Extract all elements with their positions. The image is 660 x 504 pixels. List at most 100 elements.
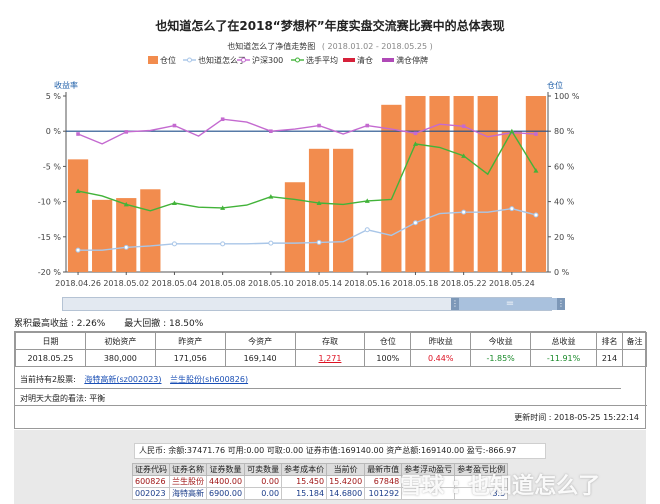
range-slider-selection[interactable] [455,298,561,310]
cell-yesterday: 171,056 [154,349,226,367]
index-point [269,129,273,133]
cell-initial: 380,000 [84,349,156,367]
cell-y-return: 0.44% [410,349,472,367]
cell-pnl-ratio: -3.3 [454,487,509,500]
stock-link-002023[interactable]: 海特高新(sz002023) [84,375,162,384]
avg-point [171,200,177,206]
legend-swatch [382,58,394,62]
cell-qty: 6900.00 [205,487,246,500]
avg-point [364,198,370,203]
chart-subtitle-range: ( 2018.01.02 - 2018.05.25 ) [322,42,433,51]
cell-today: 169,140 [224,349,296,367]
avg-point [316,200,322,206]
col-deposit: 存取 [294,332,366,350]
user-point [533,212,539,218]
holdings-header-row: 证券代码 证券名称 证券数量 可卖数量 参考成本价 当前价 最新市值 参考浮动盈… [132,463,509,476]
avg-point [509,128,515,134]
user-point [123,244,129,250]
x-tick-label: 2018.04.26 [55,279,101,288]
cell-deposit: 1,271 [294,349,366,367]
range-slider[interactable]: ⋮ = ⋮ [62,297,565,311]
user-point [509,206,515,212]
range-slider-right-handle[interactable]: ⋮ [557,298,565,310]
right-tick-label: 40 % [554,198,575,207]
range-slider-left-handle[interactable]: ⋮ [451,298,459,310]
avg-point [75,188,81,194]
col-today: 今资产 [224,332,296,350]
avg-point [461,153,467,158]
avg-point [268,194,274,199]
legend-swatch-marker [187,57,192,63]
cell-position: 100% [364,349,412,367]
cell-value: 67848 [364,475,403,488]
chart-area: 也知道怎么了在2018“梦想杯”年度实盘交流赛比赛中的总体表现 也知道怎么了净值… [38,18,580,288]
stock-link-600826[interactable]: 兰生股份(sh600826) [170,375,249,384]
left-tick-label: 0 % [46,127,62,136]
holdings-label: 当前持有2股票: [20,375,76,384]
left-tick-label: -5 % [43,162,62,171]
current-holdings: 当前持有2股票: 海特高新(sz002023) 兰生股份(sh600826) [20,374,248,385]
legend-label: 沪深300 [252,55,283,65]
col-rank: 排名 [595,332,623,350]
position-bar [92,199,113,272]
cell-name: 兰生股份 [169,475,207,488]
index-point [461,124,466,129]
user-point [461,209,467,215]
h-code: 证券代码 [132,463,170,476]
legend-swatch-marker [241,57,246,63]
cell-cost: 15.184 [281,487,328,500]
cell-name: 海特高新 [169,487,207,500]
drawdown-stats: 累积最高收益 : 2.26% 最大回撤 : 18.50% [14,316,219,329]
cell-code: 600826 [132,475,170,488]
cell-qty: 4400.00 [205,475,246,488]
table-row[interactable]: 002023 海特高新 6900.00 0.00 15.184 14.6800 … [132,487,509,500]
divider [15,405,647,406]
position-bar [405,96,426,272]
avg-point [220,205,226,210]
x-tick-label: 2018.05.14 [296,279,342,288]
col-note: 备注 [621,332,648,350]
index-point [172,123,177,128]
position-bar [453,96,474,272]
cell-code: 002023 [132,487,170,500]
summary-panel: 日期 初始资产 昨资产 今资产 存取 仓位 昨收益 今收益 总收益 排名 备注 … [14,331,648,429]
x-tick-label: 2018.05.24 [489,279,535,288]
col-initial: 初始资产 [84,332,156,350]
position-bar [477,96,498,272]
deposit-link[interactable]: 1,271 [318,353,342,363]
user-point [412,220,418,226]
plot-area: 5 % 0 % -5 % -10 % -15 % -20 % 100 % 80 % 60 % 40… [38,92,580,288]
cell-note [621,349,648,367]
x-tick-label: 2018.05.08 [200,279,246,288]
index-point [124,130,129,134]
holdings-table: 证券代码 证券名称 证券数量 可卖数量 参考成本价 当前价 最新市值 参考浮动盈… [132,463,509,500]
left-tick-label: 5 % [46,92,62,101]
h-name: 证券名称 [169,463,207,476]
x-tick-label: 2018.05.18 [393,279,439,288]
h-value: 最新市值 [364,463,403,476]
avg-point [412,141,418,146]
legend-label: 选手平均 [306,55,338,65]
range-slider-grip[interactable]: = [505,298,515,309]
index-point [413,131,418,136]
cell-price: 14.6800 [326,487,366,500]
max-drawdown-text: 最大回撤 : 18.50% [124,319,204,329]
summary-header-row: 日期 初始资产 昨资产 今资产 存取 仓位 昨收益 今收益 总收益 排名 备注 [15,332,648,350]
chart-legend: 仓位 也知道怎么了 沪深300 选手平均 清仓 满仓停牌 [148,55,428,65]
position-bar [116,198,137,272]
cell-price: 15.4200 [326,475,366,488]
h-price: 当前价 [326,463,366,476]
col-yesterday: 昨资产 [154,332,226,350]
chart-subtitle: 也知道怎么了净值走势图 ( 2018.01.02 - 2018.05.25 ) [227,41,432,51]
user-point [268,240,274,246]
summary-table: 日期 初始资产 昨资产 今资产 存取 仓位 昨收益 今收益 总收益 排名 备注 … [15,332,648,367]
update-time: 更新时间 : 2018-05-25 15:22:14 [514,413,639,422]
legend-label: 满仓停牌 [396,55,428,65]
index-point [365,123,370,128]
table-row[interactable]: 600826 兰生股份 4400.00 0.00 15.450 15.4200 … [132,475,509,488]
index-point [220,117,225,122]
right-tick-label: 0 % [554,268,570,277]
col-t-return: 今收益 [470,332,532,350]
index-series-line [77,118,536,145]
x-tick-label: 2018.05.22 [441,279,487,288]
